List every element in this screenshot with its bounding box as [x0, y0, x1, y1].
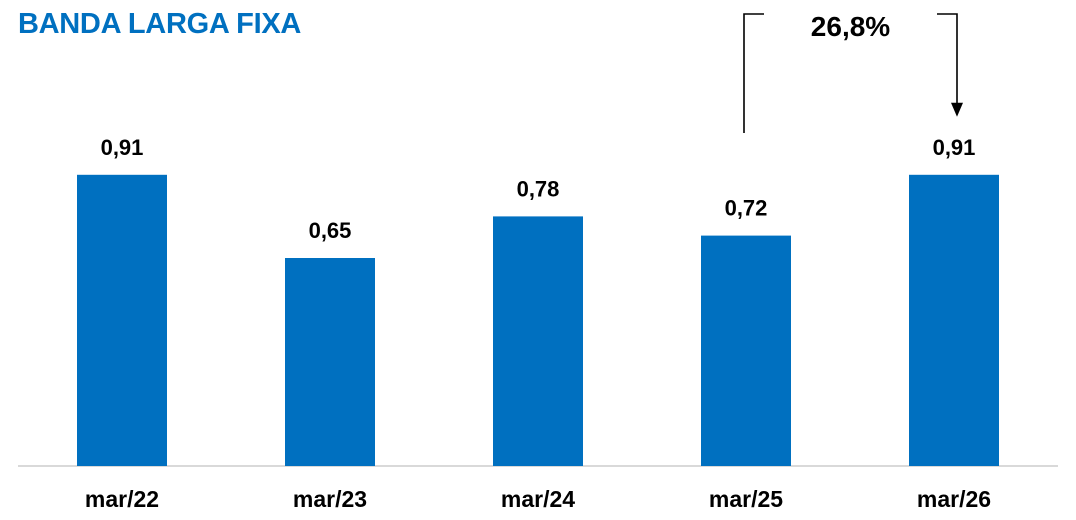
- bar-mar-25: [701, 235, 791, 466]
- value-label-mar-23: 0,65: [309, 218, 352, 243]
- annotation-arrowhead: [951, 102, 963, 117]
- x-tick-mar-25: mar/25: [709, 486, 783, 512]
- value-labels-group: 0,91 0,65 0,78 0,72 0,91: [101, 135, 976, 243]
- value-label-mar-24: 0,78: [517, 176, 560, 201]
- bar-mar-23: [285, 258, 375, 466]
- x-tick-mar-24: mar/24: [501, 486, 575, 512]
- x-tick-mar-23: mar/23: [293, 486, 367, 512]
- x-tick-labels-group: mar/22 mar/23 mar/24 mar/25 mar/26: [85, 486, 991, 512]
- value-label-mar-22: 0,91: [101, 135, 144, 160]
- bar-mar-22: [77, 174, 167, 467]
- chart-title: BANDA LARGA FIXA: [18, 8, 302, 40]
- bars-group: [77, 174, 999, 467]
- annotation-percent-label: 26,8%: [811, 11, 890, 42]
- growth-annotation: 26,8%: [743, 11, 963, 133]
- bar-mar-26: [909, 174, 999, 467]
- bar-mar-24: [493, 216, 583, 466]
- value-label-mar-26: 0,91: [933, 135, 976, 160]
- annotation-bracket-left: [743, 13, 764, 133]
- annotation-bracket-right: [937, 13, 958, 105]
- x-tick-mar-22: mar/22: [85, 486, 159, 512]
- x-tick-mar-26: mar/26: [917, 486, 991, 512]
- value-label-mar-25: 0,72: [725, 196, 768, 221]
